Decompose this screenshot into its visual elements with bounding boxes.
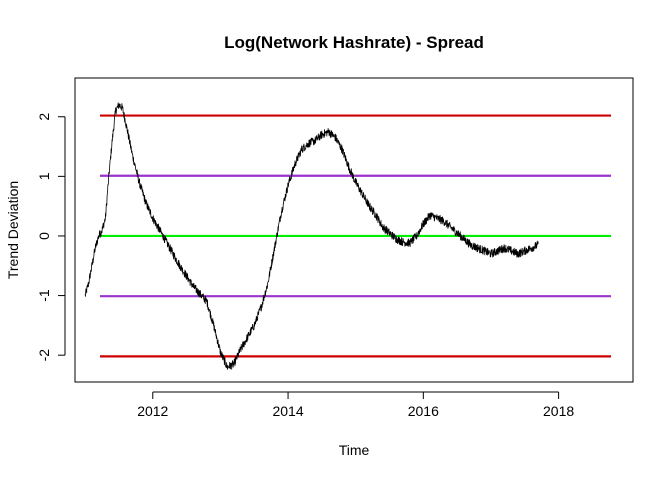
y-tick-label-0: 0 [36,232,52,240]
x-tick-label-2018: 2018 [543,403,574,419]
y-tick-label-1: 1 [36,172,52,180]
y-axis-label: Trend Deviation [5,181,21,279]
y-tick-label-2: 2 [36,113,52,121]
series-group [84,102,539,370]
reference-lines [100,114,611,358]
y-tick-label--2: -2 [36,349,52,362]
chart-title: Log(Network Hashrate) - Spread [224,33,484,52]
y-axis: -2 -1 0 1 2 [36,113,66,362]
plot-frame [74,77,634,383]
x-axis-label: Time [339,442,370,458]
x-tick-label-2014: 2014 [272,403,303,419]
x-tick-label-2016: 2016 [408,403,439,419]
x-tick-label-2012: 2012 [137,403,168,419]
y-tick-label--1: -1 [36,289,52,302]
series-line-0 [84,102,539,370]
x-axis: 2012 2014 2016 2018 [137,391,574,419]
